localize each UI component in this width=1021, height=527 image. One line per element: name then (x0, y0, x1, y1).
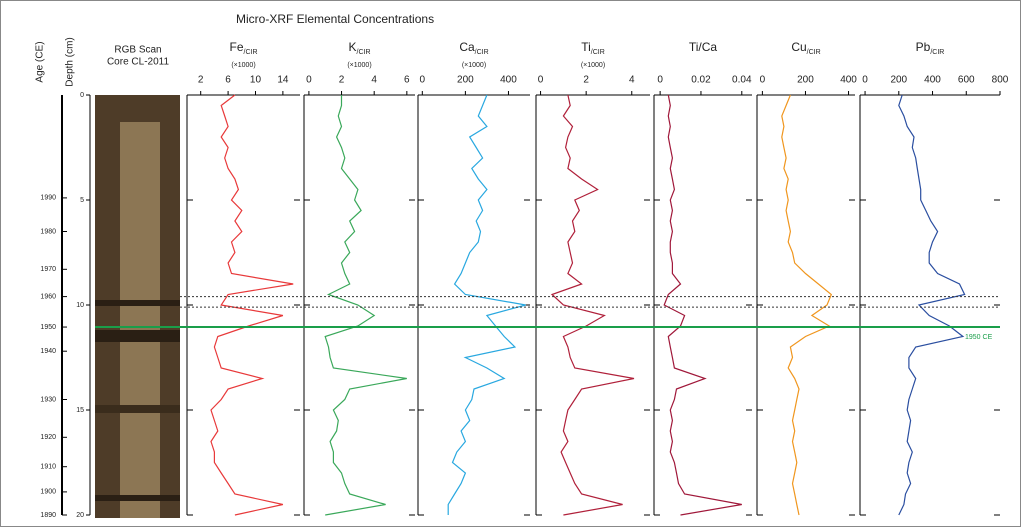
age-tick-label: 1990 (40, 195, 56, 202)
core-band (95, 405, 180, 413)
age-tick-label: 1940 (40, 348, 56, 355)
panel-label: Cu/CIR (791, 40, 820, 56)
depth-tick-label: 5 (80, 197, 84, 204)
depth-tick-label: 15 (76, 407, 84, 414)
element-name: K (348, 40, 356, 54)
x-tick-label: 6 (404, 75, 410, 86)
core-band (95, 300, 180, 306)
depth-tick-label: 20 (76, 512, 84, 519)
element-subscript: /CIR (244, 49, 258, 56)
core-strip (120, 122, 160, 518)
x-tick-label: 0 (538, 75, 544, 86)
x-tick-label: 400 (840, 75, 857, 86)
depth-axis-label: Depth (cm) (65, 37, 76, 86)
reference-label: 1950 CE (965, 334, 993, 341)
element-name: Fe (229, 40, 243, 54)
panel-label: Fe/CIR (229, 40, 257, 56)
element-subscript: /CIR (357, 49, 371, 56)
element-name: Ca (459, 40, 475, 54)
x-tick-label: 0 (420, 75, 426, 86)
profile-line (898, 94, 966, 516)
core-label: Core CL-2011 (107, 57, 170, 68)
panel-label: K/CIR (348, 40, 370, 56)
x-tick-label: 800 (992, 75, 1009, 86)
x-tick-label: 200 (797, 75, 814, 86)
unit-label: (×1000) (347, 62, 371, 69)
x-tick-label: 200 (457, 75, 474, 86)
x-tick-label: 2 (198, 75, 204, 86)
age-tick-label: 1970 (40, 266, 56, 273)
panel-label: Ti/Ca (689, 40, 718, 54)
age-axis-label: Age (CE) (35, 41, 46, 82)
age-tick-label: 1960 (40, 293, 56, 300)
age-tick-label: 1910 (40, 464, 56, 471)
core-band (95, 330, 180, 342)
element-subscript: /CIR (807, 49, 821, 56)
x-tick-label: 4 (629, 75, 635, 86)
panel-label: Ti/CIR (581, 40, 605, 56)
element-subscript: /CIR (475, 49, 489, 56)
x-tick-label: 200 (890, 75, 907, 86)
x-tick-label: 0 (306, 75, 312, 86)
x-tick-label: 0.02 (691, 75, 711, 86)
x-tick-label: 10 (250, 75, 262, 86)
unit-label: (×1000) (462, 62, 486, 69)
core-label: RGB Scan (114, 45, 161, 56)
panel-label: Ca/CIR (459, 40, 488, 56)
x-tick-label: 600 (958, 75, 975, 86)
profile-line (781, 94, 833, 516)
core-band (95, 495, 180, 501)
element-subscript: /CIR (591, 49, 605, 56)
profile-line (447, 94, 526, 515)
x-tick-label: 400 (924, 75, 941, 86)
x-tick-label: 2 (339, 75, 345, 86)
depth-tick-label: 0 (80, 92, 84, 99)
element-subscript: /CIR (930, 49, 944, 56)
element-name: Cu (791, 40, 806, 54)
age-tick-label: 1920 (40, 434, 56, 441)
age-tick-label: 1950 (40, 324, 56, 331)
element-name: Ti (581, 40, 591, 54)
profile-line (663, 94, 742, 516)
panel-label: Pb/CIR (916, 40, 945, 56)
age-tick-label: 1890 (40, 512, 56, 519)
element-name: Ti/Ca (689, 40, 718, 54)
element-name: Pb (916, 40, 931, 54)
x-tick-label: 4 (371, 75, 377, 86)
age-tick-label: 1930 (40, 396, 56, 403)
core-scan (95, 95, 180, 518)
x-tick-label: 14 (277, 75, 289, 86)
profile-line (550, 94, 635, 516)
x-tick-label: 400 (500, 75, 517, 86)
unit-label: (×1000) (231, 62, 255, 69)
depth-tick-label: 10 (76, 302, 84, 309)
age-tick-label: 1900 (40, 489, 56, 496)
x-tick-label: 0 (657, 75, 663, 86)
x-tick-label: 6 (225, 75, 231, 86)
x-tick-label: 0 (760, 75, 766, 86)
figure-title: Micro-XRF Elemental Concentrations (236, 12, 434, 26)
x-tick-label: 0 (862, 75, 868, 86)
x-tick-label: 2 (583, 75, 589, 86)
profile-line (210, 94, 294, 516)
unit-label: (×1000) (581, 62, 605, 69)
age-tick-label: 1980 (40, 228, 56, 235)
x-tick-label: 0.04 (732, 75, 752, 86)
profile-line (324, 95, 407, 516)
